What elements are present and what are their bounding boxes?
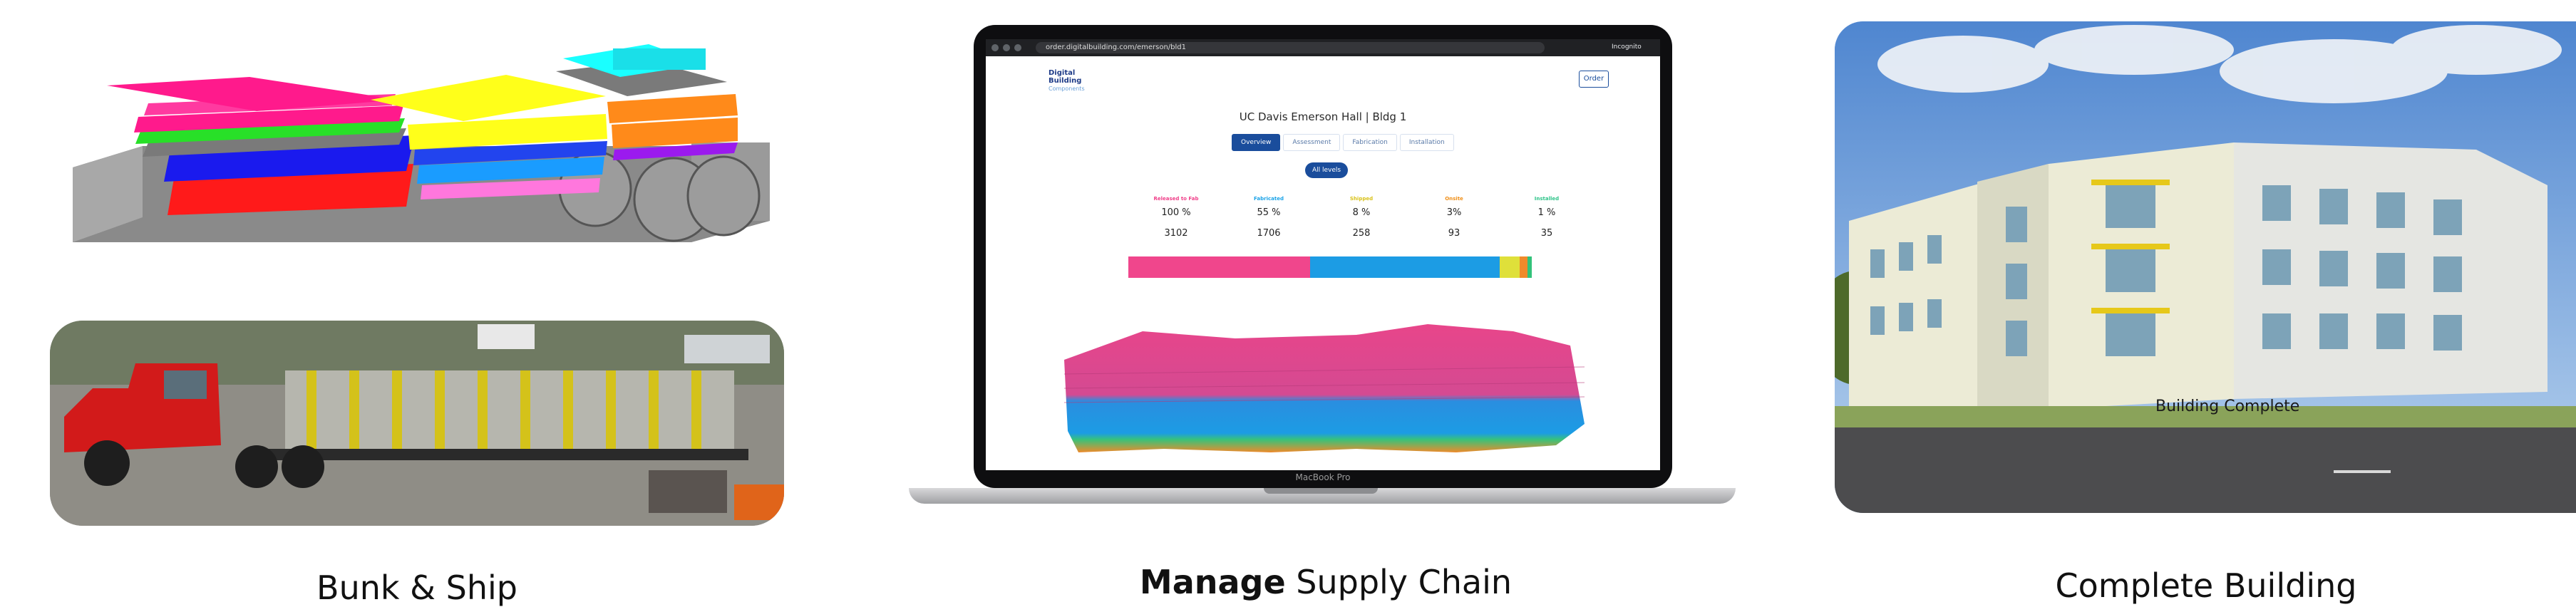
laptop-notch — [1264, 488, 1378, 494]
stat-label: Installed — [1534, 196, 1560, 202]
building-photo: Building Complete — [1835, 21, 2576, 513]
tab-assessment[interactable]: Assessment — [1283, 134, 1341, 151]
stat-released: Released to Fab 100 % 3102 — [1144, 196, 1208, 239]
progress-segment-installed — [1527, 256, 1532, 278]
stat-installed: Installed 1 % 35 — [1515, 196, 1579, 239]
stat-count: 3102 — [1164, 228, 1188, 239]
stat-percent: 8 % — [1352, 207, 1371, 218]
stat-count: 1706 — [1257, 228, 1281, 239]
reload-icon[interactable] — [1014, 44, 1021, 51]
company-logo: Digital Building Components — [1049, 69, 1085, 92]
caption-bunk-ship: Bunk & Ship — [316, 569, 517, 607]
stat-percent: 100 % — [1161, 207, 1191, 218]
progress-segment-released — [1128, 256, 1310, 278]
stat-fabricated: Fabricated 55 % 1706 — [1237, 196, 1301, 239]
progress-segment-shipped — [1499, 256, 1520, 278]
stat-percent: 1 % — [1537, 207, 1556, 218]
building-complete-overlay: Building Complete — [2155, 398, 2300, 415]
stat-count: 258 — [1352, 228, 1371, 239]
view-tabs: Overview Assessment Fabrication Installa… — [1232, 134, 1454, 151]
stat-count: 35 — [1540, 228, 1553, 239]
tab-overview[interactable]: Overview — [1232, 134, 1281, 151]
bunk-3d-model — [73, 44, 770, 242]
truck-photo — [50, 321, 784, 526]
stat-label: Released to Fab — [1153, 196, 1199, 202]
tab-installation[interactable]: Installation — [1399, 134, 1454, 151]
page-title: UC Davis Emerson Hall | Bldg 1 — [1239, 110, 1407, 123]
progress-segment-onsite — [1520, 256, 1528, 278]
order-button[interactable]: Order — [1579, 71, 1609, 88]
building-photo-illustration — [1835, 21, 2576, 513]
progress-bar — [1128, 256, 1532, 278]
laptop-screen: order.digitalbuilding.com/emerson/bld1 I… — [986, 39, 1660, 470]
forward-icon[interactable] — [1003, 44, 1010, 51]
laptop-model-label: MacBook Pro — [1295, 472, 1351, 482]
stat-count: 93 — [1448, 228, 1460, 239]
laptop-base — [909, 488, 1736, 504]
truck-photo-illustration — [50, 321, 784, 526]
stat-onsite: Onsite 3% 93 — [1422, 196, 1486, 239]
stat-label: Shipped — [1349, 196, 1374, 202]
incognito-profile[interactable]: Incognito — [1612, 43, 1642, 51]
caption-complete-building: Complete Building — [2055, 566, 2357, 605]
progress-segment-fabricated — [1309, 256, 1500, 278]
stat-shipped: Shipped 8 % 258 — [1329, 196, 1393, 239]
stat-percent: 3% — [1446, 207, 1462, 218]
browser-chrome: order.digitalbuilding.com/emerson/bld1 I… — [986, 39, 1660, 56]
levels-dropdown[interactable]: All levels — [1305, 162, 1349, 178]
stat-label: Fabricated — [1254, 196, 1284, 202]
caption-rest: Supply Chain — [1285, 563, 1513, 601]
caption-bold: Manage — [1139, 563, 1286, 601]
back-icon[interactable] — [991, 44, 999, 51]
tab-fabrication[interactable]: Fabrication — [1343, 134, 1397, 151]
caption-manage-supply-chain: Manage Supply Chain — [1112, 563, 1540, 601]
address-bar[interactable]: order.digitalbuilding.com/emerson/bld1 — [1036, 42, 1545, 53]
stat-label: Onsite — [1445, 196, 1463, 202]
building-3d-model — [1063, 324, 1585, 452]
stat-percent: 55 % — [1257, 207, 1281, 218]
